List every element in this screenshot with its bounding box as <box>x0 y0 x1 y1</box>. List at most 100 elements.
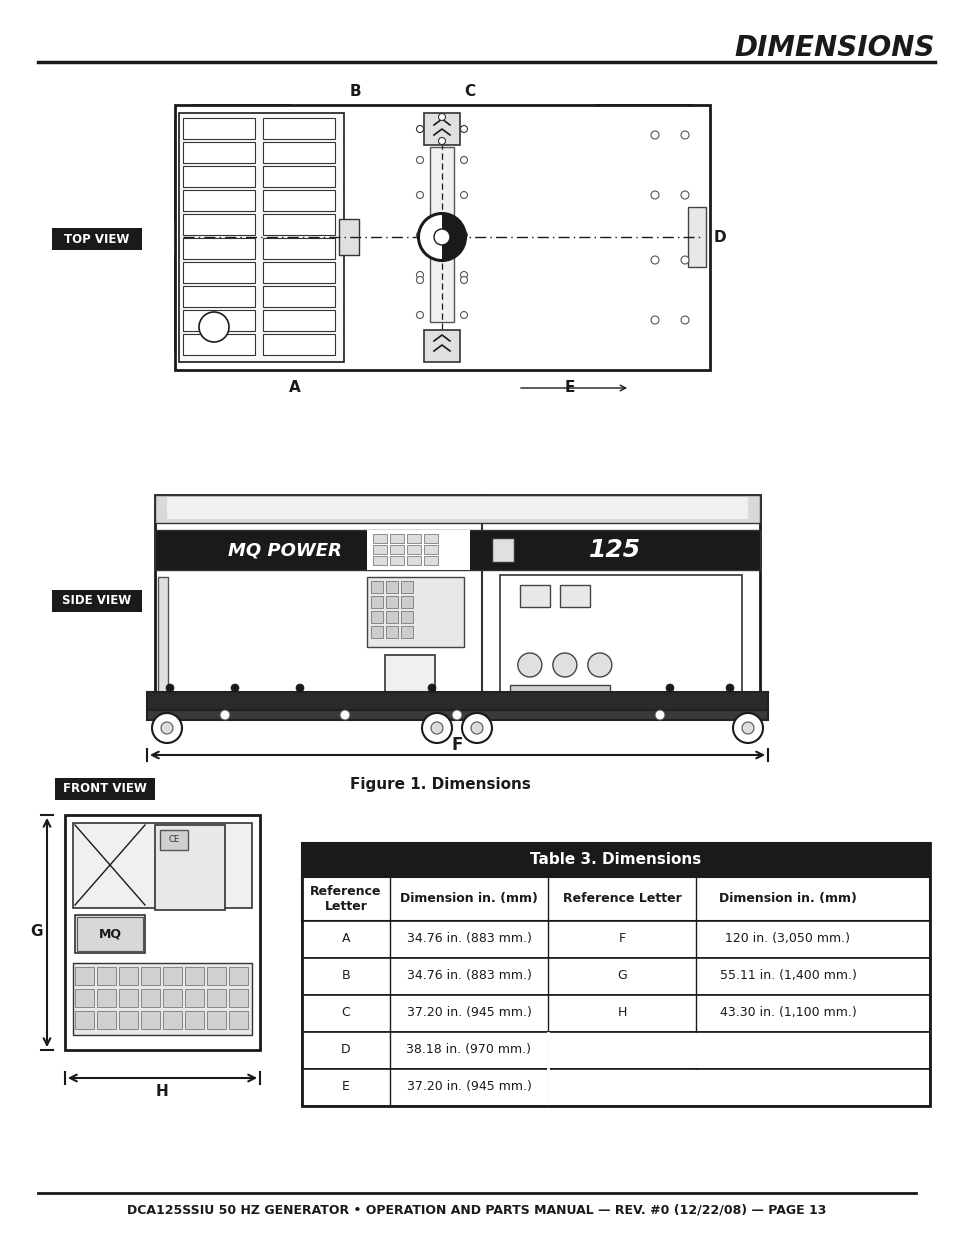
Bar <box>400 626 413 638</box>
Text: F: F <box>618 932 625 946</box>
Text: H: H <box>617 1007 626 1020</box>
Bar <box>229 989 248 1007</box>
Wedge shape <box>174 254 290 370</box>
Bar <box>97 1011 116 1029</box>
Bar <box>385 580 397 593</box>
Circle shape <box>680 316 688 324</box>
Bar <box>163 967 182 986</box>
Text: 37.20 in. (945 mm.): 37.20 in. (945 mm.) <box>406 1081 531 1093</box>
Circle shape <box>231 684 239 692</box>
Text: G: G <box>30 925 43 940</box>
Bar <box>302 995 929 1032</box>
Circle shape <box>166 684 173 692</box>
Text: E: E <box>342 1081 350 1093</box>
Bar <box>263 142 335 163</box>
Text: B: B <box>341 969 350 983</box>
Bar <box>97 989 116 1007</box>
Bar <box>400 597 413 608</box>
Text: SIDE VIEW: SIDE VIEW <box>62 594 132 608</box>
Text: Reference Letter: Reference Letter <box>562 893 680 905</box>
Bar <box>390 534 403 543</box>
Circle shape <box>339 710 350 720</box>
Bar <box>400 580 413 593</box>
Bar <box>141 967 160 986</box>
Wedge shape <box>595 105 709 220</box>
Bar <box>302 877 929 921</box>
Text: 120 in. (3,050 mm.): 120 in. (3,050 mm.) <box>724 932 850 946</box>
Circle shape <box>438 114 445 121</box>
Circle shape <box>460 277 467 284</box>
Bar <box>406 534 420 543</box>
Bar <box>183 238 254 259</box>
Bar <box>183 214 254 235</box>
Bar <box>73 823 252 908</box>
Bar <box>385 611 397 622</box>
Wedge shape <box>419 215 441 259</box>
Bar <box>167 496 747 519</box>
Text: C: C <box>341 1007 350 1020</box>
Bar <box>371 611 382 622</box>
Bar <box>390 556 403 564</box>
Bar <box>97 967 116 986</box>
Bar <box>183 310 254 331</box>
Circle shape <box>650 316 659 324</box>
Bar <box>75 1011 94 1029</box>
Bar <box>179 112 344 362</box>
Wedge shape <box>174 105 290 220</box>
Bar <box>263 165 335 186</box>
Circle shape <box>460 272 467 279</box>
Bar <box>77 918 143 951</box>
Bar <box>423 545 437 555</box>
Bar <box>183 119 254 140</box>
Circle shape <box>461 713 492 743</box>
Circle shape <box>416 311 423 319</box>
Bar <box>119 989 138 1007</box>
Bar <box>385 626 397 638</box>
Text: TOP VIEW: TOP VIEW <box>64 232 130 246</box>
Bar <box>371 597 382 608</box>
Text: D: D <box>341 1044 351 1056</box>
Text: MQ: MQ <box>98 927 121 941</box>
Bar <box>55 778 154 800</box>
Bar <box>263 214 335 235</box>
Text: 34.76 in. (883 mm.): 34.76 in. (883 mm.) <box>406 932 531 946</box>
Bar <box>430 147 454 322</box>
Text: Table 3. Dimensions: Table 3. Dimensions <box>530 852 700 867</box>
Bar <box>52 228 142 249</box>
Circle shape <box>428 684 436 692</box>
Circle shape <box>431 722 442 734</box>
Circle shape <box>680 131 688 140</box>
Bar <box>207 1011 226 1029</box>
Text: 38.18 in. (970 mm.): 38.18 in. (970 mm.) <box>406 1044 531 1056</box>
Text: B: B <box>349 84 360 99</box>
Bar <box>302 958 929 995</box>
Bar <box>119 967 138 986</box>
Bar <box>385 597 397 608</box>
Bar <box>302 921 929 958</box>
Bar <box>183 190 254 211</box>
Bar <box>519 585 549 606</box>
Bar <box>366 530 469 571</box>
Bar <box>263 190 335 211</box>
Bar <box>154 495 760 710</box>
Bar <box>158 577 168 697</box>
Text: A: A <box>289 380 300 395</box>
Bar <box>302 1070 929 1107</box>
Circle shape <box>460 126 467 132</box>
Bar <box>384 655 435 693</box>
Bar <box>229 1011 248 1029</box>
Circle shape <box>680 256 688 264</box>
Bar <box>185 989 204 1007</box>
Text: G: G <box>617 969 626 983</box>
Circle shape <box>421 713 452 743</box>
Bar <box>141 989 160 1007</box>
Text: 125: 125 <box>588 538 640 562</box>
Bar <box>163 989 182 1007</box>
Bar <box>400 611 413 622</box>
Circle shape <box>416 157 423 163</box>
Circle shape <box>650 131 659 140</box>
Text: 43.30 in. (1,100 mm.): 43.30 in. (1,100 mm.) <box>719 1007 856 1020</box>
Bar <box>207 989 226 1007</box>
Circle shape <box>587 653 611 677</box>
Text: Dimension in. (mm): Dimension in. (mm) <box>719 893 856 905</box>
